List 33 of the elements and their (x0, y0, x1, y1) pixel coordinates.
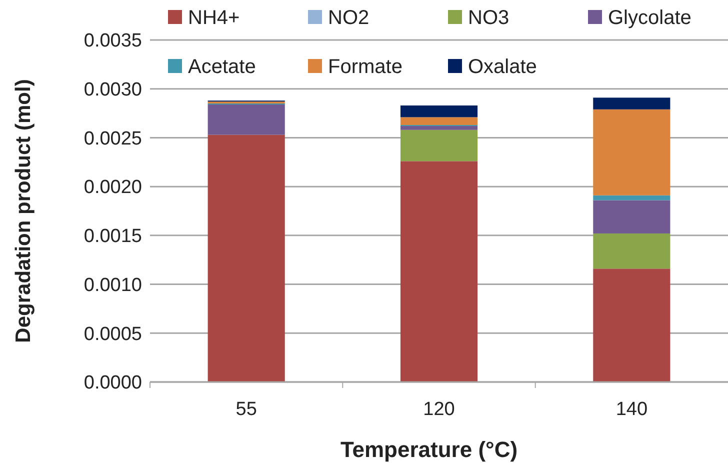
bar (593, 233, 670, 269)
bar (208, 104, 285, 135)
y-tick-label: 0.0030 (84, 80, 142, 101)
y-tick-label: 0.0020 (84, 177, 142, 198)
x-tick-label: 140 (616, 399, 648, 420)
legend-label: NH4+ (188, 7, 240, 29)
bar (400, 105, 478, 118)
legend-label: Formate (328, 56, 402, 78)
x-axis-title: Temperature (°C) (340, 437, 518, 462)
y-tick-label: 0.0035 (84, 30, 142, 52)
bar (400, 161, 478, 382)
bar (400, 117, 478, 126)
bar (593, 195, 670, 200)
bar (593, 268, 670, 382)
x-tick-label: 120 (423, 399, 455, 420)
bar (400, 130, 478, 162)
legend-label: NO3 (468, 7, 510, 29)
x-tick-label: 55 (236, 399, 257, 420)
legend-label: Acetate (188, 56, 256, 78)
bar (593, 200, 670, 234)
legend-label: Oxalate (468, 56, 537, 78)
bar (593, 98, 670, 110)
y-tick-label: 0.0015 (84, 226, 142, 248)
bar (400, 126, 478, 130)
y-tick-label: 0.0025 (84, 128, 142, 150)
bar (208, 134, 285, 382)
y-axis-title: Degradation product (mol) (12, 79, 35, 343)
legend-label: NO2 (328, 7, 370, 29)
y-tick-label: 0.0000 (84, 372, 142, 394)
legend-label: Glycolate (608, 7, 692, 29)
y-tick-label: 0.0010 (84, 274, 142, 296)
y-tick-label: 0.0005 (84, 324, 142, 345)
bar (593, 109, 670, 196)
